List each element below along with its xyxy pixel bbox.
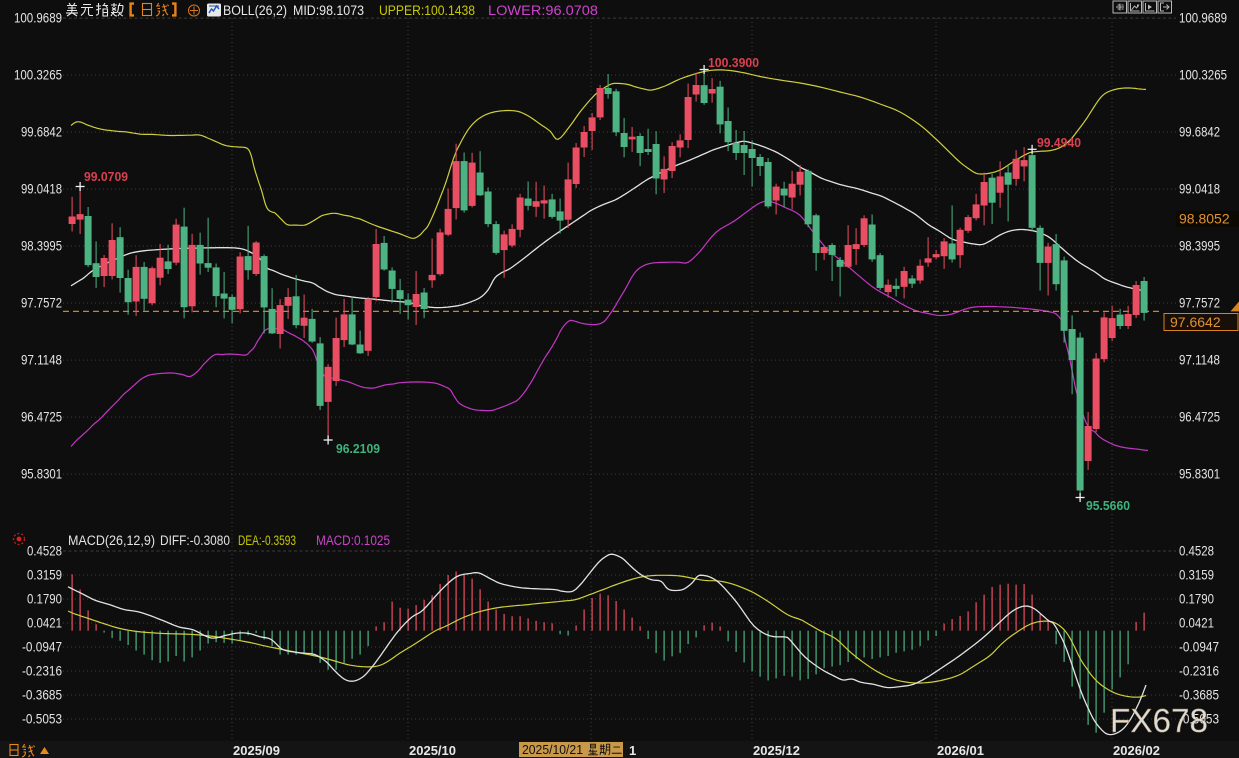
svg-text:0.1790: 0.1790 bbox=[27, 591, 62, 607]
svg-text:97.1148: 97.1148 bbox=[1179, 352, 1220, 368]
svg-text:UPPER:100.1438: UPPER:100.1438 bbox=[379, 3, 475, 18]
svg-text:2026/02: 2026/02 bbox=[1113, 743, 1160, 758]
svg-text:99.4940: 99.4940 bbox=[1037, 135, 1081, 150]
svg-text:99.6842: 99.6842 bbox=[21, 124, 62, 140]
svg-text:99.0709: 99.0709 bbox=[84, 169, 128, 184]
svg-text:97.1148: 97.1148 bbox=[21, 352, 62, 368]
svg-text:2025/10/21: 2025/10/21 bbox=[522, 742, 583, 757]
svg-text:-0.0947: -0.0947 bbox=[1179, 639, 1219, 655]
svg-text:98.3995: 98.3995 bbox=[21, 238, 62, 254]
svg-text:96.2109: 96.2109 bbox=[336, 441, 380, 456]
svg-text:2026/01: 2026/01 bbox=[937, 743, 984, 758]
svg-text:97.7572: 97.7572 bbox=[1179, 295, 1220, 311]
svg-text:FX678: FX678 bbox=[1110, 702, 1208, 739]
svg-text:2025/12: 2025/12 bbox=[753, 743, 800, 758]
svg-text:LOWER:96.0708: LOWER:96.0708 bbox=[488, 3, 598, 18]
svg-text:99.0418: 99.0418 bbox=[1179, 181, 1220, 197]
svg-text:98.3995: 98.3995 bbox=[1179, 238, 1220, 254]
svg-text:95.8301: 95.8301 bbox=[1179, 466, 1220, 482]
svg-text:MID:98.1073: MID:98.1073 bbox=[293, 3, 364, 18]
svg-text:96.4725: 96.4725 bbox=[21, 409, 62, 425]
svg-text:99.6842: 99.6842 bbox=[1179, 124, 1220, 140]
svg-text:DIFF:-0.3080: DIFF:-0.3080 bbox=[160, 533, 230, 548]
svg-text:0.4528: 0.4528 bbox=[27, 543, 62, 559]
svg-text:DEA:-0.3593: DEA:-0.3593 bbox=[238, 533, 296, 548]
svg-text:100.3900: 100.3900 bbox=[708, 55, 759, 70]
svg-text:BOLL(26,2): BOLL(26,2) bbox=[223, 3, 287, 18]
svg-text:95.8301: 95.8301 bbox=[21, 466, 62, 482]
svg-text:0.3159: 0.3159 bbox=[27, 567, 62, 583]
svg-text:99.0418: 99.0418 bbox=[21, 181, 62, 197]
svg-text:MACD(26,12,9): MACD(26,12,9) bbox=[68, 533, 155, 548]
svg-text:97.6642: 97.6642 bbox=[1170, 314, 1221, 330]
svg-text:0.1790: 0.1790 bbox=[1179, 591, 1214, 607]
svg-text:95.5660: 95.5660 bbox=[1086, 498, 1130, 513]
svg-text:100.9689: 100.9689 bbox=[14, 10, 62, 26]
svg-text:0.3159: 0.3159 bbox=[1179, 567, 1214, 583]
svg-text:-0.5053: -0.5053 bbox=[1179, 711, 1219, 727]
svg-text:-0.0947: -0.0947 bbox=[22, 639, 62, 655]
svg-text:-0.5053: -0.5053 bbox=[22, 711, 62, 727]
svg-text:100.3265: 100.3265 bbox=[1179, 67, 1227, 83]
svg-text:0.0421: 0.0421 bbox=[1179, 615, 1214, 631]
svg-text:-0.3685: -0.3685 bbox=[1179, 687, 1219, 703]
svg-text:100.9689: 100.9689 bbox=[1179, 10, 1227, 26]
svg-text:98.8052: 98.8052 bbox=[1179, 211, 1230, 227]
svg-text:2025/10: 2025/10 bbox=[409, 743, 456, 758]
svg-text:1: 1 bbox=[629, 743, 636, 758]
svg-text:-0.2316: -0.2316 bbox=[22, 663, 62, 679]
svg-text:0.0421: 0.0421 bbox=[27, 615, 62, 631]
svg-text:MACD:0.1025: MACD:0.1025 bbox=[316, 533, 390, 548]
svg-text:100.3265: 100.3265 bbox=[14, 67, 62, 83]
svg-text:0.4528: 0.4528 bbox=[1179, 543, 1214, 559]
svg-text:-0.3685: -0.3685 bbox=[22, 687, 62, 703]
svg-text:96.4725: 96.4725 bbox=[1179, 409, 1220, 425]
svg-text:-0.2316: -0.2316 bbox=[1179, 663, 1219, 679]
svg-text:2025/09: 2025/09 bbox=[233, 743, 280, 758]
svg-text:97.7572: 97.7572 bbox=[21, 295, 62, 311]
